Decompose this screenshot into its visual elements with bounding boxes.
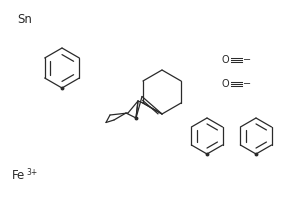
Text: 3+: 3+	[26, 168, 37, 177]
Text: O: O	[222, 79, 230, 89]
Text: Fe: Fe	[12, 169, 25, 182]
Text: −: −	[243, 79, 251, 89]
Text: O: O	[222, 55, 230, 65]
Text: −: −	[243, 55, 251, 65]
Text: Sn: Sn	[17, 13, 32, 26]
